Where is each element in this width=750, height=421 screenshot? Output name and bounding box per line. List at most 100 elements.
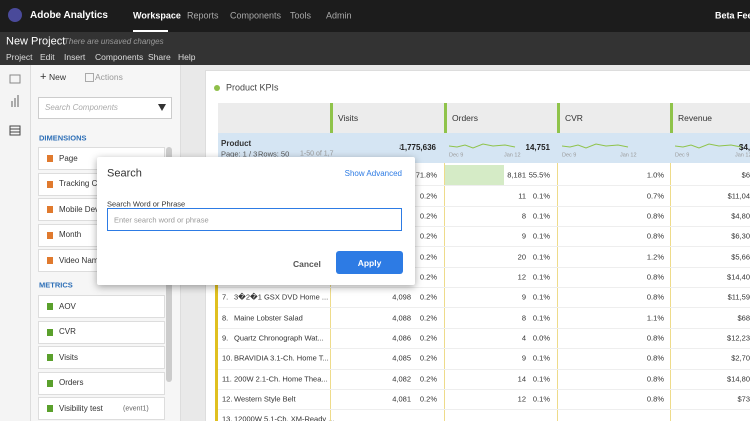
component-label: Month (59, 230, 82, 239)
column-line (330, 163, 331, 421)
visits-pct: 0.2% (419, 373, 437, 383)
orders-pct: 0.1% (532, 394, 550, 404)
plus-icon: + (40, 71, 47, 83)
component-label: Visibility test (59, 403, 103, 413)
cvr-pct: 0.8% (646, 394, 664, 404)
orders-value: 9 (521, 231, 526, 241)
menu-item[interactable]: Components (95, 51, 144, 62)
orders-value: 12 (517, 394, 526, 404)
component-icon (47, 328, 53, 336)
section-heading: METRICS (39, 280, 73, 290)
visits-pct: 0.2% (419, 312, 437, 322)
orders-pct: 0.1% (532, 292, 550, 302)
revenue-value: $73 (737, 394, 750, 404)
revenue-value: $14,80 (727, 373, 750, 383)
metric-item[interactable] (38, 397, 165, 420)
column-header[interactable]: CVR (565, 112, 583, 123)
nav-item[interactable]: Components (230, 10, 282, 21)
nav-item[interactable]: Admin (326, 10, 352, 21)
visits-pct: 0.2% (419, 353, 437, 363)
revenue-value: $14,40 (727, 272, 750, 282)
product-name[interactable]: Western Style Belt (234, 394, 296, 404)
spark-start: Dec 9 (675, 152, 690, 159)
revenue-value: $11,59 (727, 292, 750, 302)
app-name: Adobe Analytics (30, 10, 108, 21)
orders-pct: 0.0% (532, 333, 550, 343)
product-name[interactable]: BRAVIDIA 3.1-Ch. Home T... (234, 353, 329, 363)
new-button[interactable]: New (49, 71, 67, 82)
sparkline (561, 138, 635, 152)
orders-pct: 0.1% (532, 353, 550, 363)
spark-end: Jan 12 (735, 152, 750, 159)
metric-item[interactable] (38, 295, 165, 318)
component-label: Mobile Dev (59, 204, 100, 214)
visits-pct: 0.2% (419, 394, 437, 404)
metric-item[interactable] (38, 320, 165, 344)
revenue-value: $5,66 (731, 251, 750, 261)
orders-pct: 0.1% (532, 190, 550, 200)
menu-item[interactable]: Insert (64, 51, 86, 62)
search-input[interactable] (107, 208, 402, 231)
sparkline (674, 138, 750, 152)
component-label: Video Nam (59, 255, 99, 265)
product-name[interactable]: 12000W 5.1-Ch. XM-Ready ... (234, 414, 335, 421)
product-name[interactable]: Maine Lobster Salad (234, 312, 303, 322)
orders-pct: 0.1% (532, 211, 550, 221)
orders-pct: 55.5% (528, 170, 550, 180)
menu-item[interactable]: Help (178, 51, 196, 62)
cvr-pct: 0.8% (646, 231, 664, 241)
visits-pct: 0.2% (419, 190, 437, 200)
row-line (218, 327, 750, 329)
orders-value: 14 (517, 373, 526, 383)
component-icon (47, 405, 53, 412)
orders-value: 9 (521, 353, 526, 363)
nav-item[interactable]: Workspace (133, 10, 181, 21)
nav-item[interactable]: Reports (187, 10, 219, 21)
column-header[interactable]: Revenue (678, 112, 713, 123)
row-line (218, 409, 750, 411)
app-logo[interactable] (8, 8, 22, 22)
unsaved-status: There are unsaved changes (64, 37, 164, 46)
menu-item[interactable]: Share (148, 51, 171, 62)
row-line (218, 246, 750, 248)
cancel-button[interactable]: Cancel (293, 258, 321, 269)
top-bar (0, 0, 750, 32)
column-line (670, 163, 671, 421)
product-name[interactable]: 3�2�1 GSX DVD Home ... (234, 292, 329, 302)
component-icon (47, 379, 53, 387)
cvr-pct: 0.8% (646, 292, 664, 302)
visits-pct: 0.2% (419, 272, 437, 282)
metric-item[interactable] (38, 371, 165, 395)
product-name[interactable]: 200W 2.1-Ch. Home Thea... (234, 373, 328, 383)
menu-item[interactable]: Edit (40, 51, 55, 62)
dimension-label[interactable]: Product (221, 139, 252, 148)
rail-icons[interactable] (0, 65, 30, 145)
panel-dot (214, 85, 220, 91)
dialog-title: Search (107, 167, 142, 180)
component-label: Page (59, 153, 78, 163)
cvr-pct: 0.8% (646, 333, 664, 343)
beta-feed[interactable]: Beta Feed (715, 10, 750, 21)
component-label: CVR (59, 327, 76, 336)
project-title: New Project (6, 35, 66, 48)
show-advanced[interactable]: Show Advanced (344, 169, 402, 178)
apply-button[interactable] (336, 251, 403, 274)
nav-item[interactable]: Tools (290, 10, 312, 21)
filter-icon (158, 104, 166, 111)
revenue-value: $4,80 (731, 211, 750, 221)
column-header[interactable]: Visits (338, 112, 359, 123)
product-name[interactable]: Quartz Chronograph Wat... (234, 333, 324, 343)
revenue-value: $12,23 (727, 333, 750, 343)
apply-label[interactable]: Apply (357, 257, 382, 268)
panel-title: Product KPIs (226, 82, 279, 93)
column-header[interactable]: Orders (452, 112, 478, 123)
metric-item[interactable] (38, 346, 165, 369)
menu-item[interactable]: Project (6, 51, 33, 62)
component-search[interactable] (38, 97, 172, 119)
total-orders: 14,751 (525, 143, 550, 152)
component-label: Orders (59, 378, 84, 387)
orders-value: 20 (517, 251, 526, 261)
actions-button[interactable]: Actions (95, 71, 123, 82)
cvr-pct: 1.0% (646, 170, 664, 180)
